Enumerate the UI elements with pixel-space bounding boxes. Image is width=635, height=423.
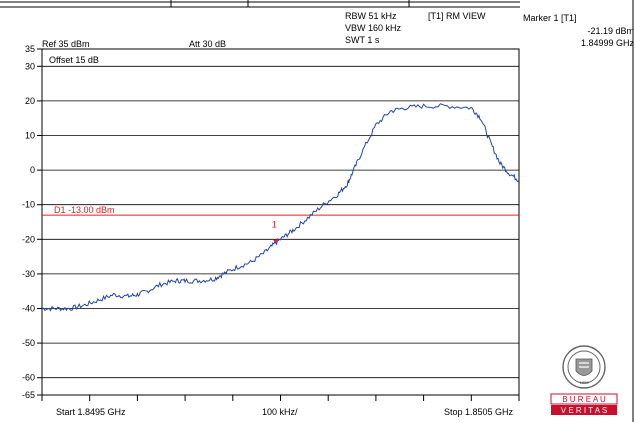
y-tick-label: -60	[22, 373, 35, 383]
logo-text-top: B U R E A U	[562, 395, 606, 404]
y-tick-label: 20	[25, 96, 35, 106]
rbw-label: RBW 51 kHz	[345, 11, 397, 21]
vbw-label: VBW 160 kHz	[345, 23, 402, 33]
ref-level-label: Ref 35 dBm	[42, 39, 90, 49]
attenuation-label: Att 30 dB	[189, 39, 227, 49]
start-frequency-label: Start 1.8495 GHz	[56, 407, 126, 417]
y-tick-label: -20	[22, 234, 35, 244]
y-tick-label: 35	[25, 44, 35, 54]
y-tick-label: 10	[25, 131, 35, 141]
y-tick-label: -30	[22, 269, 35, 279]
marker-frequency-readout: 1.84999 GHz	[580, 38, 634, 48]
y-tick-label: 0	[30, 165, 35, 175]
logo-text-bottom: V E R I T A S	[561, 406, 607, 415]
sweep-time-label: SWT 1 s	[345, 35, 380, 45]
y-tick-label: -65	[22, 390, 35, 400]
marker-level-readout: -21.19 dBm	[587, 26, 634, 36]
stop-frequency-label: Stop 1.8505 GHz	[444, 407, 514, 417]
trace-mode-label: [T1] RM VIEW	[428, 11, 486, 21]
marker-title: Marker 1 [T1]	[523, 13, 577, 23]
display-line-label: D1 -13.00 dBm	[54, 205, 115, 215]
y-tick-label: 30	[25, 61, 35, 71]
per-division-label: 100 kHz/	[262, 407, 298, 417]
marker-1-label: 1	[272, 219, 277, 229]
offset-label: Offset 15 dB	[49, 55, 99, 65]
y-tick-label: -50	[22, 338, 35, 348]
trace-t1	[41, 103, 520, 312]
y-tick-label: -10	[22, 200, 35, 210]
logo-seal-icon	[562, 345, 606, 389]
bureau-veritas-logo: 1828 B U R E A U V E R I T A S	[546, 344, 622, 418]
logo-seal-year: 1828	[580, 380, 590, 385]
marker-1-symbol	[272, 239, 279, 244]
y-tick-label: -40	[22, 304, 35, 314]
